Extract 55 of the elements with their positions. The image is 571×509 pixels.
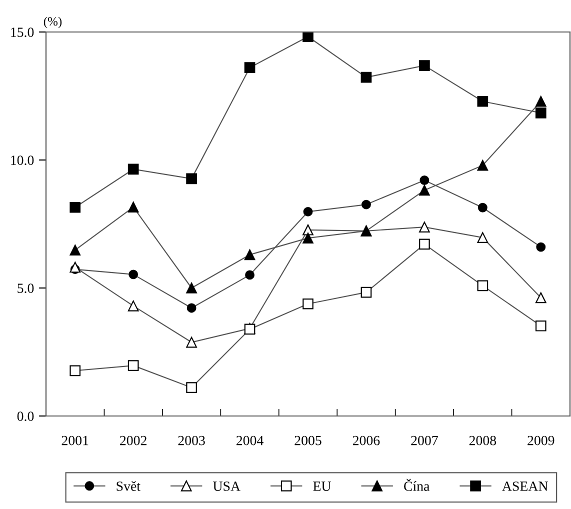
- y-axis-title: (%): [44, 16, 62, 28]
- point: [360, 286, 372, 298]
- point: [478, 202, 488, 212]
- point: [302, 298, 314, 310]
- x-tick-label: 2003: [178, 436, 205, 446]
- point: [245, 270, 254, 280]
- point: [477, 232, 488, 243]
- x-tick-label: 2004: [236, 436, 264, 446]
- x-tick-label: 2007: [411, 436, 438, 446]
- y-tick-label: 10.0: [11, 156, 34, 166]
- point: [244, 249, 256, 260]
- x-tick-label: 2009: [528, 436, 554, 446]
- point: [362, 200, 371, 210]
- point: [419, 60, 430, 71]
- point: [419, 184, 430, 196]
- point: [186, 303, 196, 313]
- legend-label: Čína: [404, 478, 430, 491]
- x-tick-label: 2008: [469, 436, 496, 446]
- point: [536, 242, 546, 252]
- point: [302, 224, 314, 236]
- y-tick-label: 0.0: [17, 412, 34, 422]
- point: [477, 160, 488, 171]
- point: [419, 238, 430, 250]
- point: [477, 280, 488, 292]
- point: [535, 107, 546, 118]
- point: [477, 96, 488, 107]
- point: [70, 365, 81, 376]
- y-tick-label: 15.0: [11, 28, 34, 38]
- legend-label: ASEAN: [502, 482, 548, 491]
- x-tick-label: 2006: [352, 436, 380, 446]
- point: [302, 232, 314, 244]
- point: [535, 96, 546, 107]
- point: [303, 206, 313, 216]
- point: [186, 282, 197, 294]
- point: [70, 202, 81, 213]
- legend-label: Svět: [116, 481, 140, 491]
- point: [128, 202, 139, 213]
- point: [420, 176, 430, 185]
- point: [128, 360, 139, 371]
- legend-label: EU: [313, 482, 331, 491]
- x-tick-label: 2001: [62, 436, 88, 446]
- point: [70, 244, 81, 256]
- point: [302, 32, 314, 42]
- point: [186, 382, 197, 393]
- legend-label: USA: [213, 482, 240, 491]
- point: [128, 164, 139, 175]
- point: [535, 320, 546, 332]
- point: [186, 173, 197, 184]
- point: [128, 270, 138, 280]
- point: [360, 72, 372, 83]
- point: [244, 62, 256, 73]
- point: [70, 262, 81, 273]
- x-tick-label: 2002: [120, 436, 146, 446]
- y-tick-label: 5.0: [18, 284, 34, 294]
- x-tick-label: 2005: [294, 436, 322, 446]
